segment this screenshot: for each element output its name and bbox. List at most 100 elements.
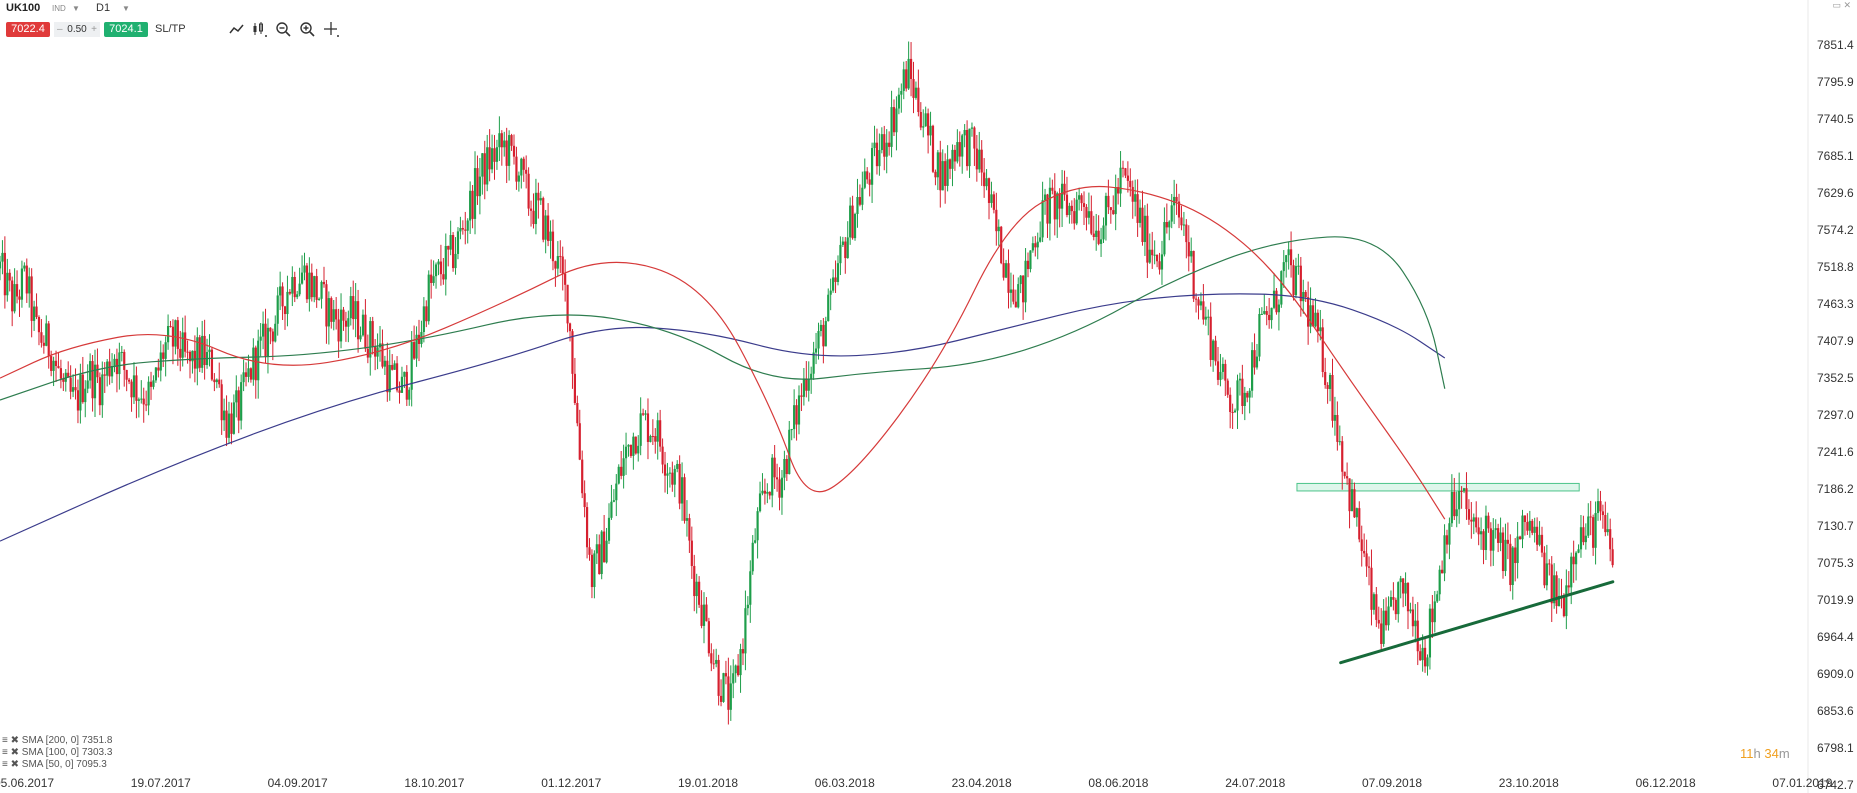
sl-tp-button[interactable]: SL/TP <box>155 23 186 35</box>
candle-up <box>885 142 888 157</box>
candle-down <box>1034 243 1037 248</box>
candle-up <box>1060 183 1064 209</box>
candle-up <box>1036 241 1039 248</box>
time-axis-label: 19.07.2017 <box>131 776 191 790</box>
candle-down <box>1126 175 1129 181</box>
candle-up <box>1594 513 1597 548</box>
candle-up <box>870 148 874 185</box>
chart-toolbar: UK100 IND ▼ D1 ▼ 7022.4 – 0.50 + 7024.1 … <box>0 0 360 40</box>
crosshair-icon[interactable] <box>322 20 340 38</box>
candle-down <box>1253 350 1256 368</box>
candle-up <box>1338 441 1341 443</box>
timer-h-unit: h <box>1753 746 1761 761</box>
candle-up <box>1078 195 1081 200</box>
quantity-value[interactable]: 0.50 <box>67 24 87 35</box>
candle-down <box>642 413 645 415</box>
candle-up <box>1426 657 1429 667</box>
decrease-quantity-button[interactable]: – <box>57 24 63 35</box>
legend-sma-100[interactable]: ≡ ✖ SMA [100, 0] 7303.3 <box>2 747 113 758</box>
candle-down <box>927 113 930 136</box>
candle-down <box>1465 488 1468 510</box>
time-axis: 05.06.2017 19.07.2017 04.09.2017 18.10.2017… <box>0 776 1833 790</box>
candle-up <box>454 253 457 269</box>
buy-price-button[interactable]: 7024.1 <box>104 22 148 37</box>
candle-up <box>318 298 321 300</box>
candle-down <box>145 404 148 406</box>
candle-down <box>74 387 77 391</box>
candles-icon[interactable] <box>250 20 268 38</box>
candle-up <box>780 477 784 498</box>
candle-down <box>1151 249 1154 256</box>
candle-up <box>147 381 150 406</box>
candle-down <box>315 276 318 300</box>
candle-down <box>1536 526 1539 545</box>
quantity-stepper[interactable]: – 0.50 + <box>54 22 100 37</box>
window-controls[interactable]: ▭ ✕ <box>1832 0 1851 10</box>
candle-up <box>349 296 352 319</box>
candle-up <box>481 153 484 177</box>
candle-up <box>1450 491 1453 524</box>
line-chart-icon[interactable] <box>228 20 246 38</box>
resistance-zone-layer <box>1296 482 1580 492</box>
price-axis-label: 7130.7 <box>1817 519 1854 533</box>
candle-up <box>1258 314 1261 357</box>
candles-layer <box>0 41 1614 725</box>
candle-up <box>1438 569 1441 595</box>
zoom-out-icon[interactable] <box>274 20 292 38</box>
candle-down <box>948 159 952 169</box>
sell-price-button[interactable]: 7022.4 <box>6 22 50 37</box>
candle-up <box>181 332 184 358</box>
timeframe-selector[interactable]: D1 <box>96 2 111 14</box>
candle-up <box>118 352 121 375</box>
candle-down <box>1406 582 1410 612</box>
candle-down <box>1289 249 1293 266</box>
candle-up <box>101 374 104 406</box>
candle-down <box>1229 394 1232 413</box>
candle-up <box>1233 410 1237 413</box>
candle-down <box>727 676 730 710</box>
sma-200-line[interactable] <box>0 293 1446 542</box>
zoom-in-icon[interactable] <box>298 20 316 38</box>
price-axis-label: 6742.7 <box>1817 778 1854 792</box>
candle-up <box>985 178 988 187</box>
symbol-dropdown-icon[interactable]: ▼ <box>72 4 80 13</box>
symbol-name[interactable]: UK100 <box>6 2 41 14</box>
candle-down <box>447 245 450 250</box>
candle-up <box>615 483 618 501</box>
candle-down <box>1582 527 1585 543</box>
candle-down <box>25 265 28 294</box>
candle-down <box>371 321 374 347</box>
legend-sma-200[interactable]: ≡ ✖ SMA [200, 0] 7351.8 <box>2 735 113 746</box>
candle-up <box>1056 193 1059 220</box>
candle-up <box>841 241 844 245</box>
candle-down <box>919 112 922 128</box>
candle-down <box>1022 275 1025 303</box>
candle-down <box>888 142 891 147</box>
candle-down <box>103 374 106 376</box>
sma-50-line[interactable] <box>0 185 1446 520</box>
candle-down <box>1326 385 1329 389</box>
candle-up <box>291 276 294 294</box>
candle-up <box>427 274 430 322</box>
candle-up <box>1114 187 1117 215</box>
candle-down <box>123 351 126 370</box>
candle-down <box>1526 522 1529 531</box>
candle-down <box>1572 556 1575 565</box>
candle-down <box>135 375 138 401</box>
candle-down <box>724 673 728 677</box>
legend-sma-50[interactable]: ≡ ✖ SMA [50, 0] 7095.3 <box>2 759 107 770</box>
timeframe-dropdown-icon[interactable]: ▼ <box>122 4 130 13</box>
candle-down <box>213 379 216 383</box>
sma-100-line[interactable] <box>0 236 1446 401</box>
candle-down <box>1053 190 1056 220</box>
price-axis-label: 7685.1 <box>1817 149 1854 163</box>
candle-up <box>644 413 647 415</box>
candle-up <box>1462 488 1466 492</box>
candle-up <box>1277 304 1280 313</box>
candle-up <box>732 673 735 684</box>
candle-down <box>352 296 355 320</box>
support-trendline[interactable] <box>1339 580 1615 665</box>
resistance-zone[interactable] <box>1296 482 1580 492</box>
increase-quantity-button[interactable]: + <box>91 24 97 35</box>
